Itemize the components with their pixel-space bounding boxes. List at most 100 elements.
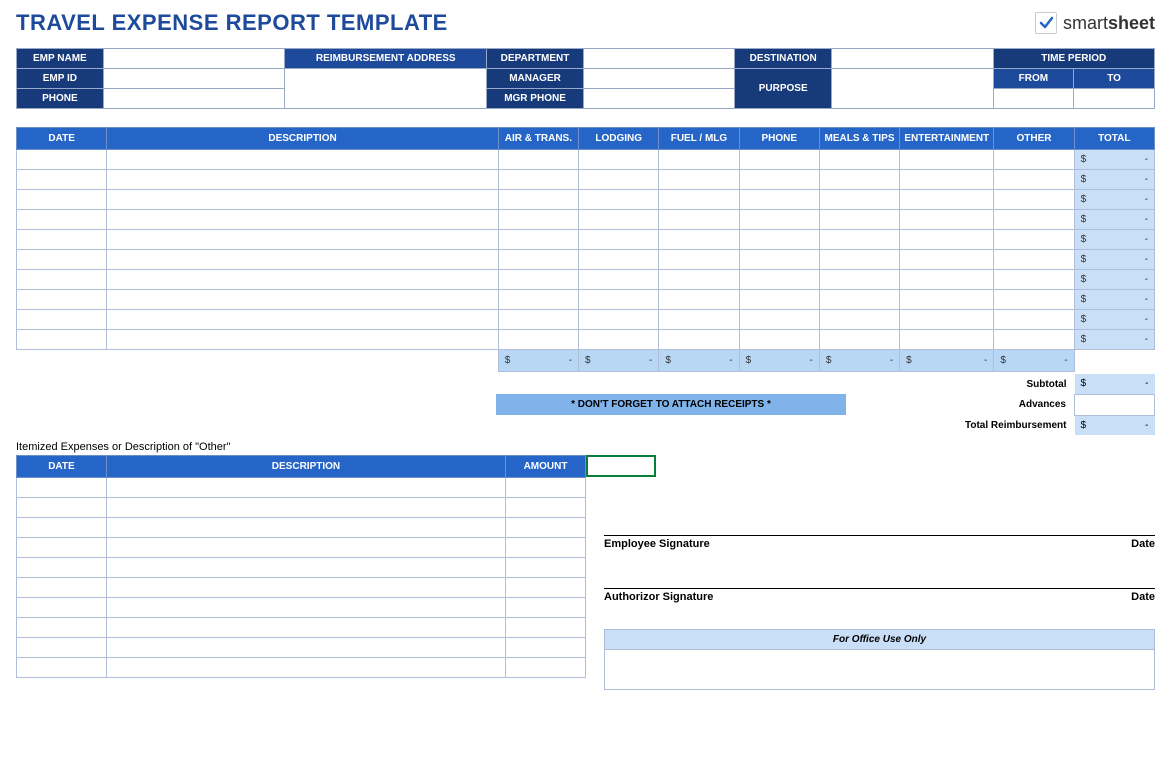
expense-cell[interactable] bbox=[659, 270, 739, 290]
expense-cell[interactable] bbox=[739, 150, 819, 170]
expense-cell[interactable] bbox=[498, 150, 578, 170]
expense-cell[interactable] bbox=[819, 170, 899, 190]
department-input[interactable] bbox=[583, 49, 734, 69]
expense-cell[interactable] bbox=[579, 150, 659, 170]
expense-cell[interactable] bbox=[659, 290, 739, 310]
expense-cell[interactable] bbox=[819, 310, 899, 330]
expense-cell[interactable] bbox=[994, 190, 1074, 210]
expense-cell[interactable] bbox=[17, 190, 107, 210]
expense-cell[interactable] bbox=[579, 290, 659, 310]
expense-cell[interactable] bbox=[498, 190, 578, 210]
expense-cell[interactable] bbox=[900, 310, 994, 330]
expense-cell[interactable] bbox=[498, 290, 578, 310]
destination-input[interactable] bbox=[832, 49, 993, 69]
itemized-cell[interactable] bbox=[17, 638, 107, 658]
advances-input[interactable] bbox=[1075, 394, 1155, 415]
expense-cell[interactable] bbox=[739, 290, 819, 310]
office-use-body[interactable] bbox=[604, 650, 1155, 690]
itemized-cell[interactable] bbox=[106, 618, 505, 638]
phone-input[interactable] bbox=[103, 89, 285, 109]
mgr-phone-input[interactable] bbox=[583, 89, 734, 109]
expense-cell[interactable] bbox=[579, 230, 659, 250]
expense-cell[interactable] bbox=[17, 230, 107, 250]
expense-cell[interactable] bbox=[17, 330, 107, 350]
expense-cell[interactable] bbox=[107, 170, 498, 190]
expense-cell[interactable] bbox=[659, 150, 739, 170]
expense-cell[interactable] bbox=[994, 270, 1074, 290]
emp-name-input[interactable] bbox=[103, 49, 285, 69]
expense-cell[interactable] bbox=[739, 210, 819, 230]
itemized-cell[interactable] bbox=[106, 498, 505, 518]
expense-cell[interactable] bbox=[994, 250, 1074, 270]
itemized-cell[interactable] bbox=[106, 578, 505, 598]
expense-cell[interactable] bbox=[819, 330, 899, 350]
expense-cell[interactable] bbox=[107, 190, 498, 210]
expense-cell[interactable] bbox=[579, 270, 659, 290]
expense-cell[interactable] bbox=[739, 170, 819, 190]
itemized-cell[interactable] bbox=[106, 558, 505, 578]
expense-cell[interactable] bbox=[659, 190, 739, 210]
expense-cell[interactable] bbox=[739, 310, 819, 330]
expense-cell[interactable] bbox=[659, 250, 739, 270]
itemized-cell[interactable] bbox=[506, 478, 586, 498]
expense-cell[interactable] bbox=[659, 310, 739, 330]
itemized-cell[interactable] bbox=[506, 578, 586, 598]
itemized-cell[interactable] bbox=[506, 618, 586, 638]
itemized-cell[interactable] bbox=[506, 518, 586, 538]
expense-cell[interactable] bbox=[17, 290, 107, 310]
reimb-addr-input[interactable] bbox=[285, 69, 487, 109]
expense-cell[interactable] bbox=[107, 270, 498, 290]
expense-cell[interactable] bbox=[739, 330, 819, 350]
itemized-cell[interactable] bbox=[106, 598, 505, 618]
expense-cell[interactable] bbox=[659, 170, 739, 190]
itemized-cell[interactable] bbox=[17, 538, 107, 558]
expense-cell[interactable] bbox=[994, 150, 1074, 170]
expense-cell[interactable] bbox=[900, 290, 994, 310]
expense-cell[interactable] bbox=[17, 210, 107, 230]
expense-cell[interactable] bbox=[17, 250, 107, 270]
expense-cell[interactable] bbox=[819, 150, 899, 170]
expense-cell[interactable] bbox=[819, 210, 899, 230]
itemized-cell[interactable] bbox=[106, 658, 505, 678]
expense-cell[interactable] bbox=[17, 270, 107, 290]
itemized-cell[interactable] bbox=[17, 478, 107, 498]
to-input[interactable] bbox=[1074, 89, 1155, 109]
expense-cell[interactable] bbox=[498, 210, 578, 230]
expense-cell[interactable] bbox=[659, 330, 739, 350]
expense-cell[interactable] bbox=[107, 210, 498, 230]
expense-cell[interactable] bbox=[819, 290, 899, 310]
expense-cell[interactable] bbox=[819, 250, 899, 270]
itemized-cell[interactable] bbox=[106, 538, 505, 558]
emp-id-input[interactable] bbox=[103, 69, 285, 89]
itemized-cell[interactable] bbox=[17, 558, 107, 578]
expense-cell[interactable] bbox=[107, 310, 498, 330]
expense-cell[interactable] bbox=[17, 310, 107, 330]
itemized-cell[interactable] bbox=[506, 638, 586, 658]
itemized-cell[interactable] bbox=[506, 538, 586, 558]
expense-cell[interactable] bbox=[579, 210, 659, 230]
expense-cell[interactable] bbox=[739, 270, 819, 290]
expense-cell[interactable] bbox=[498, 170, 578, 190]
itemized-cell[interactable] bbox=[17, 498, 107, 518]
itemized-cell[interactable] bbox=[17, 598, 107, 618]
itemized-cell[interactable] bbox=[506, 498, 586, 518]
expense-cell[interactable] bbox=[739, 230, 819, 250]
expense-cell[interactable] bbox=[994, 290, 1074, 310]
itemized-cell[interactable] bbox=[17, 618, 107, 638]
itemized-cell[interactable] bbox=[106, 518, 505, 538]
expense-cell[interactable] bbox=[900, 190, 994, 210]
expense-cell[interactable] bbox=[994, 170, 1074, 190]
active-cell-cursor[interactable] bbox=[586, 455, 656, 477]
expense-cell[interactable] bbox=[819, 270, 899, 290]
expense-cell[interactable] bbox=[659, 230, 739, 250]
expense-cell[interactable] bbox=[900, 210, 994, 230]
expense-cell[interactable] bbox=[498, 250, 578, 270]
itemized-cell[interactable] bbox=[17, 578, 107, 598]
expense-cell[interactable] bbox=[498, 270, 578, 290]
expense-cell[interactable] bbox=[579, 250, 659, 270]
expense-cell[interactable] bbox=[739, 190, 819, 210]
expense-cell[interactable] bbox=[994, 210, 1074, 230]
expense-cell[interactable] bbox=[107, 330, 498, 350]
expense-cell[interactable] bbox=[579, 170, 659, 190]
expense-cell[interactable] bbox=[900, 150, 994, 170]
